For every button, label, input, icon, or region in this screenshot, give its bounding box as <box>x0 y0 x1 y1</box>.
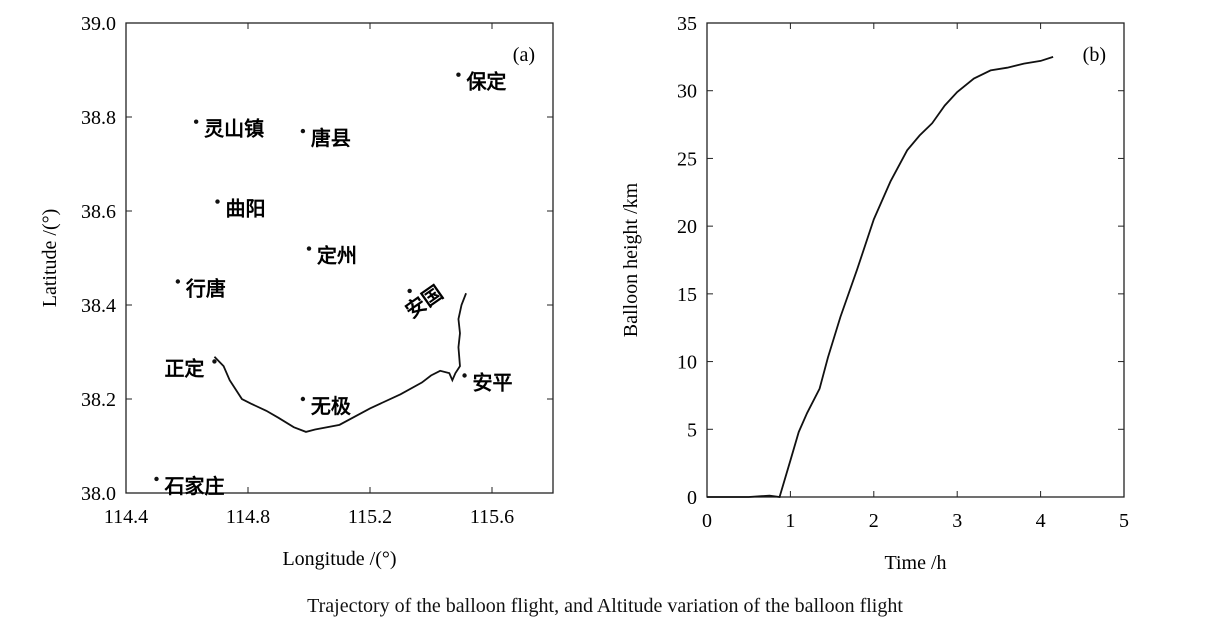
city-dot <box>175 279 181 284</box>
x-axis-label: Time /h <box>884 552 946 574</box>
y-tick-label: 35 <box>677 13 697 35</box>
x-tick-label: 114.8 <box>226 506 270 528</box>
y-axis-label: Balloon height /km <box>620 182 642 337</box>
city-dot <box>212 359 217 364</box>
x-tick-label: 4 <box>1036 510 1046 532</box>
y-tick-label: 25 <box>677 148 697 170</box>
city-dot <box>300 128 306 134</box>
figure-caption: Trajectory of the balloon flight, and Al… <box>307 595 903 617</box>
city-label: 曲阳 <box>226 198 266 221</box>
city-dot <box>215 199 220 204</box>
city-label: 无极 <box>311 394 352 418</box>
city-label: 行唐 <box>185 277 226 301</box>
city-marker: 石家庄 <box>154 474 225 498</box>
altitude-line <box>707 56 1054 498</box>
x-tick-label: 2 <box>869 510 879 532</box>
city-dot <box>456 72 461 77</box>
y-tick-label: 38.4 <box>81 295 116 317</box>
panel-label: (a) <box>513 44 535 66</box>
city-label: 安国 <box>401 280 448 323</box>
city-marker: 行唐 <box>175 277 226 301</box>
city-marker: 正定 <box>164 356 217 380</box>
city-marker: 定州 <box>306 244 357 268</box>
x-tick-label: 0 <box>702 510 712 532</box>
city-marker: 安国 <box>401 280 448 323</box>
city-marker: 唐县 <box>300 126 351 150</box>
y-tick-label: 15 <box>677 284 697 306</box>
x-tick-label: 3 <box>952 510 962 532</box>
city-dot <box>154 476 159 482</box>
city-marker: 曲阳 <box>215 198 266 221</box>
city-label: 灵山镇 <box>204 117 264 141</box>
city-dot <box>193 119 199 124</box>
y-tick-label: 0 <box>687 487 697 509</box>
x-tick-label: 114.4 <box>104 506 148 528</box>
city-marker: 安平 <box>462 371 513 395</box>
city-label: 石家庄 <box>164 474 225 498</box>
y-tick-label: 20 <box>677 216 697 238</box>
city-marker: 灵山镇 <box>193 117 264 141</box>
x-tick-label: 5 <box>1119 510 1129 532</box>
city-label: 唐县 <box>311 126 351 150</box>
trajectory-line <box>213 292 467 433</box>
y-tick-label: 38.0 <box>81 483 116 505</box>
city-label: 正定 <box>164 356 204 380</box>
y-tick-label: 39.0 <box>81 13 116 35</box>
y-tick-label: 10 <box>677 352 697 374</box>
x-axis-label: Longitude /(°) <box>282 548 396 570</box>
panel-label: (b) <box>1083 44 1106 66</box>
city-dot <box>407 288 412 294</box>
panel-a-trajectory-map: 114.4 114.8 115.2 115.6 38.0 38.2 38.4 38.6 38.8… <box>39 13 554 570</box>
city-label: 安平 <box>473 371 513 395</box>
city-dot <box>462 373 467 378</box>
city-marker: 保定 <box>456 70 506 94</box>
x-tick-label: 1 <box>785 510 795 532</box>
y-tick-label: 30 <box>677 81 697 103</box>
panel-b-altitude-chart: 0 1 2 3 4 5 0 5 10 15 20 25 30 35 Time /h Balloon heigh… <box>620 13 1129 574</box>
plot-frame <box>125 22 554 494</box>
y-axis-label: Latitude /(°) <box>39 209 61 308</box>
x-tick-label: 115.6 <box>470 506 514 528</box>
city-marker: 无极 <box>300 394 352 418</box>
city-dot <box>306 246 312 251</box>
city-label: 保定 <box>465 70 506 94</box>
x-tick-label: 115.2 <box>348 506 392 528</box>
city-dot <box>300 396 306 402</box>
plot-frame <box>706 22 1125 498</box>
y-tick-label: 5 <box>687 419 697 441</box>
y-tick-label: 38.8 <box>81 107 116 129</box>
city-label: 定州 <box>317 244 357 268</box>
y-tick-label: 38.6 <box>81 201 116 223</box>
y-tick-label: 38.2 <box>81 389 116 411</box>
